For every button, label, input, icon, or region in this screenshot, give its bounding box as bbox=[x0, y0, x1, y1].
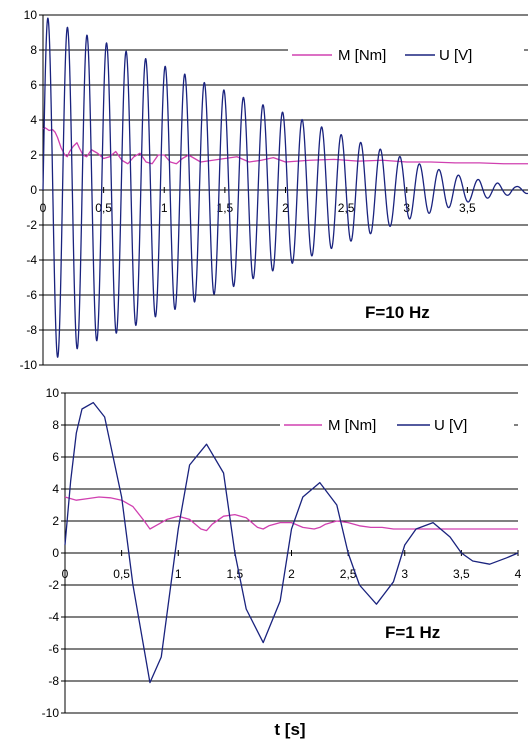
x-tick-label: 2,5 bbox=[340, 567, 357, 581]
y-tick-label: -6 bbox=[48, 642, 59, 656]
series-line-u bbox=[42, 17, 528, 358]
y-tick-label: -2 bbox=[26, 218, 37, 232]
y-tick-label: 8 bbox=[30, 43, 37, 57]
y-tick-label: 6 bbox=[52, 450, 59, 464]
x-tick-label: 2 bbox=[282, 201, 289, 215]
series-line-u bbox=[64, 401, 519, 684]
y-tick-label: -4 bbox=[48, 610, 59, 624]
x-tick-label: 0,5 bbox=[113, 567, 130, 581]
legend-label-u: U [V] bbox=[434, 417, 467, 434]
y-tick-label: -4 bbox=[26, 253, 37, 267]
x-tick-label: 0 bbox=[62, 567, 69, 581]
x-tick-label: 2,5 bbox=[338, 201, 355, 215]
x-tick-label: 4 bbox=[515, 567, 522, 581]
y-tick-label: 4 bbox=[30, 113, 37, 127]
legend-label-u: U [V] bbox=[439, 47, 472, 64]
x-tick-label: 3 bbox=[401, 567, 408, 581]
series-line-m bbox=[64, 496, 518, 532]
frequency-annotation: F=10 Hz bbox=[365, 303, 430, 322]
y-tick-label: 4 bbox=[52, 482, 59, 496]
y-tick-label: 0 bbox=[30, 183, 37, 197]
series-line-m bbox=[42, 127, 528, 165]
y-tick-label: -10 bbox=[20, 358, 38, 372]
x-axis-label: t [s] bbox=[274, 720, 305, 739]
x-tick-label: 2 bbox=[288, 567, 295, 581]
y-tick-label: 10 bbox=[24, 8, 38, 22]
y-tick-label: 10 bbox=[46, 386, 60, 400]
frequency-annotation: F=1 Hz bbox=[385, 623, 440, 642]
annotation-box bbox=[359, 300, 459, 324]
x-tick-label: 1 bbox=[175, 567, 182, 581]
x-tick-label: 1 bbox=[161, 201, 168, 215]
y-tick-label: 6 bbox=[30, 78, 37, 92]
y-tick-label: -8 bbox=[48, 674, 59, 688]
x-tick-label: 0 bbox=[40, 201, 47, 215]
y-tick-label: -10 bbox=[42, 706, 60, 720]
y-tick-label: 8 bbox=[52, 418, 59, 432]
y-tick-label: 0 bbox=[52, 546, 59, 560]
y-tick-label: 2 bbox=[30, 148, 37, 162]
x-tick-label: 3,5 bbox=[453, 567, 470, 581]
legend-label-m: M [Nm] bbox=[328, 417, 376, 434]
legend-label-m: M [Nm] bbox=[338, 47, 386, 64]
x-tick-label: 0,5 bbox=[95, 201, 112, 215]
y-tick-label: -6 bbox=[26, 288, 37, 302]
x-tick-label: 3,5 bbox=[459, 201, 476, 215]
x-tick-label: 1,5 bbox=[227, 567, 244, 581]
y-tick-label: 2 bbox=[52, 514, 59, 528]
y-tick-label: -2 bbox=[48, 578, 59, 592]
annotation-box bbox=[379, 620, 479, 644]
y-tick-label: -8 bbox=[26, 323, 37, 337]
